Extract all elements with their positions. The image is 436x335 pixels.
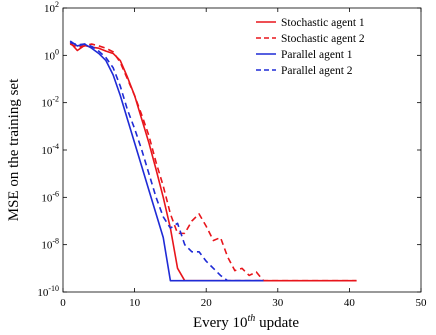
x-axis-title: Every 10th update [193, 313, 299, 331]
y-tick-exponent: 0 [55, 47, 59, 56]
legend-label-4: Parallel agent 2 [281, 65, 353, 77]
y-tick-exponent: -2 [52, 95, 59, 104]
legend-label-1: Stochastic agent 1 [281, 17, 365, 29]
y-tick-base: 10 [41, 240, 53, 252]
y-tick-base: 10 [37, 287, 49, 299]
series-line-4 [69, 41, 264, 282]
series-layer [69, 40, 357, 282]
y-tick-base: 10 [41, 192, 53, 204]
series-line-3 [69, 40, 264, 282]
legend: Stochastic agent 1 Stochastic agent 2 Para… [256, 17, 365, 77]
y-tick-exponent: 2 [55, 0, 59, 9]
y-tick-base: 10 [41, 145, 53, 157]
y-tick-exponent: -4 [52, 142, 59, 151]
y-tick-label: 100 [44, 47, 59, 62]
y-tick-base: 10 [44, 3, 56, 15]
axis-ticks [62, 7, 422, 293]
legend-label-3: Parallel agent 1 [281, 49, 353, 61]
y-tick-label: 10-10 [37, 284, 59, 299]
y-tick-label: 10-6 [41, 189, 59, 204]
y-tick-base: 10 [41, 98, 53, 110]
y-tick-exponent: -6 [52, 189, 59, 198]
x-tick-label: 40 [344, 297, 356, 309]
x-tick-label: 30 [272, 297, 284, 309]
y-axis-title: MSE on the training set [6, 78, 22, 221]
x-tick-label: 0 [60, 297, 66, 309]
y-tick-base: 10 [44, 50, 56, 62]
y-tick-label: 10-2 [41, 95, 59, 110]
x-tick-label: 10 [129, 297, 141, 309]
y-tick-label: 102 [44, 0, 59, 15]
y-tick-exponent: -10 [48, 284, 59, 293]
x-tick-label: 50 [416, 297, 428, 309]
legend-label-2: Stochastic agent 2 [281, 33, 365, 45]
series-line-2 [69, 43, 357, 282]
x-tick-label: 20 [201, 297, 213, 309]
x-tick-labels: 0 10 20 30 40 50 [60, 297, 427, 309]
y-tick-label: 10-8 [41, 237, 59, 252]
y-tick-exponent: -8 [52, 237, 59, 246]
y-tick-label: 10-4 [41, 142, 59, 157]
